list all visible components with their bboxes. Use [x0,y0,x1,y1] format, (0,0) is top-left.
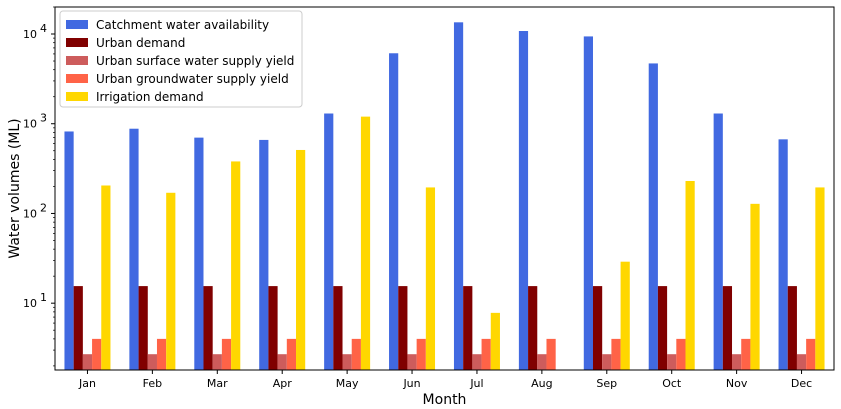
bar-apr-series-2 [268,286,278,370]
bar-jan-series-3 [82,354,93,370]
legend-label: Catchment water availability [96,18,269,32]
bar-mar-series-3 [212,354,222,370]
bar-jun-series-5 [425,187,436,370]
bar-dec-series-5 [815,187,825,370]
bar-nov-series-5 [750,203,760,370]
bar-feb-series-5 [166,192,176,370]
legend-label: Urban groundwater supply yield [96,72,289,86]
bar-sep-series-5 [620,261,630,370]
bar-jun-series-4 [416,338,426,370]
bar-jul-series-3 [472,354,482,370]
legend-label: Urban surface water supply yield [96,54,294,68]
bar-oct-series-2 [657,286,668,370]
x-tick-label: Jun [402,377,420,390]
bar-aug-series-2 [528,286,538,370]
bar-dec-series-4 [806,338,816,370]
bar-oct-series-3 [667,354,677,370]
bar-mar-series-2 [203,286,213,370]
bar-aug-series-4 [546,338,556,370]
legend-swatch [66,92,88,101]
bar-dec-series-3 [796,354,807,370]
x-tick-label: Jul [469,377,483,390]
bar-nov-series-4 [741,338,751,370]
bar-aug-series-3 [537,354,547,370]
bar-may-series-2 [333,286,343,370]
x-tick-label: Apr [273,377,293,390]
y-tick-label: 10 [23,207,37,220]
bar-sep-series-3 [602,354,612,370]
bar-feb-series-4 [156,338,167,370]
bar-mar-series-1 [194,137,204,370]
x-tick-label: Sep [596,377,617,390]
y-tick-label: 10 [23,297,37,310]
x-tick-label: Dec [791,377,812,390]
bar-jan-series-5 [101,185,111,370]
legend: Catchment water availability Urban demand… [59,10,303,108]
bars-group [64,22,825,371]
bar-sep-series-1 [583,36,593,371]
bar-jul-series-4 [481,338,491,370]
legend-swatch [66,38,88,47]
y-tick-label: 10 [23,118,37,131]
bar-may-series-3 [342,354,352,370]
legend-swatch [66,74,88,83]
x-axis-label: Month [423,392,467,408]
legend-label: Irrigation demand [96,90,204,104]
legend-swatch [66,56,88,65]
legend-box [59,10,303,108]
y-tick-exponent: 4 [40,22,47,35]
bar-jul-series-5 [490,312,500,370]
bar-oct-series-5 [685,181,695,370]
y-tick-exponent: 2 [40,201,47,214]
bar-nov-series-1 [713,113,723,370]
x-tick-label: Oct [662,377,682,390]
bar-jan-series-1 [64,131,74,370]
bar-feb-series-2 [138,286,148,370]
x-tick-label: Nov [726,377,748,390]
bar-apr-series-3 [277,354,287,370]
x-tick-label: Mar [207,377,228,390]
bar-dec-series-2 [787,286,797,370]
x-tick-label: Aug [531,377,552,390]
legend-label: Urban demand [96,36,185,50]
y-tick-label: 10 [23,28,37,41]
bar-may-series-1 [324,113,334,370]
bar-may-series-5 [360,116,371,370]
bar-jul-series-2 [463,286,473,370]
bar-oct-series-1 [648,63,658,371]
bar-nov-series-2 [722,286,733,370]
y-axis-label: Water volumes (ML) [7,118,23,258]
bar-apr-series-1 [259,139,269,370]
x-tick-label: Jan [78,377,96,390]
x-tick-label: May [336,377,359,390]
bar-nov-series-3 [732,354,742,370]
y-tick-exponent: 3 [40,112,47,125]
bar-apr-series-5 [296,149,306,370]
x-tick-label: Feb [143,377,162,390]
bar-aug-series-1 [518,31,529,370]
bar-sep-series-2 [592,286,603,370]
bar-jan-series-2 [73,286,83,370]
bar-dec-series-1 [778,139,788,370]
bar-jun-series-1 [389,53,399,371]
bar-mar-series-5 [231,161,241,370]
bar-jun-series-3 [407,354,417,370]
bar-jan-series-4 [92,338,102,370]
bar-apr-series-4 [286,338,297,370]
bar-jul-series-1 [453,22,464,370]
y-tick-exponent: 1 [40,291,47,304]
bar-sep-series-4 [611,338,621,370]
plot-frame [54,6,835,371]
bar-feb-series-3 [147,354,157,370]
bar-mar-series-4 [221,338,232,370]
bar-oct-series-4 [676,338,686,370]
x-axis-ticks: Jan Feb Mar Apr May Jun Jul Aug Sep Oct Nov Dec [78,370,812,390]
legend-swatch [66,20,88,29]
bar-feb-series-1 [129,128,139,370]
bar-may-series-4 [351,338,361,370]
bar-jun-series-2 [398,286,408,370]
